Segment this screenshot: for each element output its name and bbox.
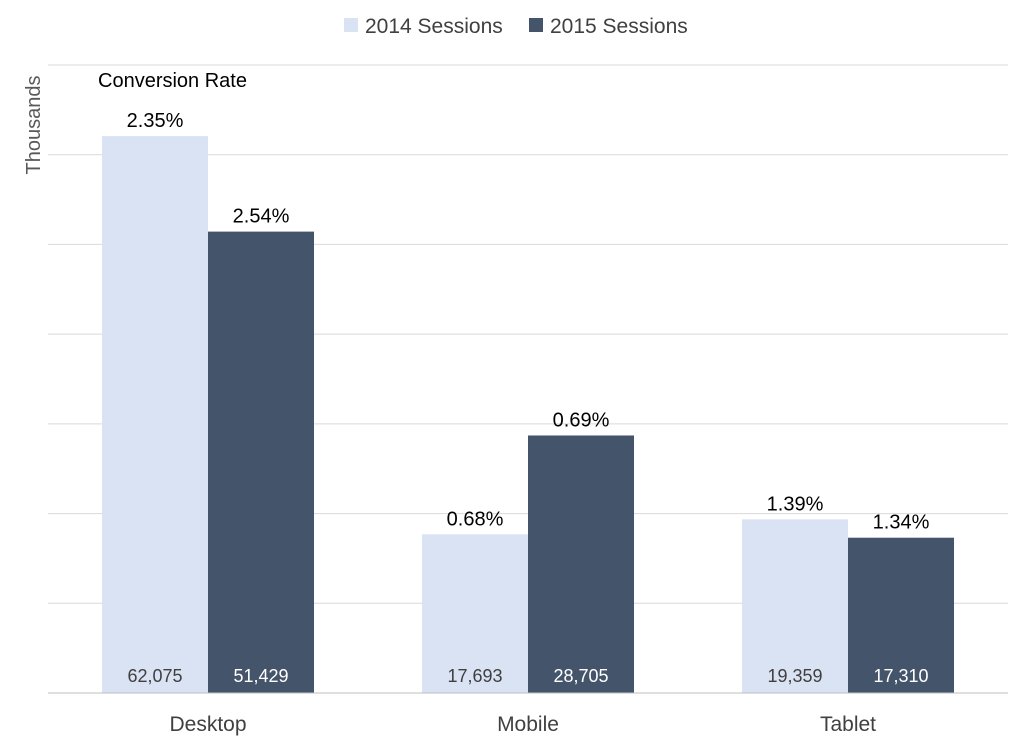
conversion-rate-label: 0.69%: [553, 409, 610, 431]
conversion-rate-label: 2.35%: [127, 110, 184, 132]
value-label: 51,429: [233, 666, 288, 686]
legend-label: 2015 Sessions: [550, 15, 688, 38]
chart-annotation: Conversion Rate: [98, 70, 247, 92]
bar-desktop-1: [102, 136, 208, 693]
legend-swatch: [344, 18, 358, 32]
legend: 2014 Sessions 2015 Sessions: [344, 15, 688, 38]
legend-label: 2014 Sessions: [365, 15, 503, 38]
bars: [102, 136, 954, 693]
data-labels: 62,075 2.35% 51,429 2.54% 17,693 0.68% 28,705 0…: [127, 110, 930, 686]
value-label: 28,705: [553, 666, 608, 686]
conversion-rate-label: 0.68%: [447, 508, 504, 530]
conversion-rate-label: 1.34%: [873, 512, 930, 534]
bar-tablet-2: [848, 537, 954, 693]
category-label: Mobile: [497, 713, 559, 736]
conversion-rate-label: 1.39%: [767, 493, 824, 515]
legend-swatch: [529, 18, 543, 32]
value-label: 19,359: [767, 666, 822, 686]
y-axis-label: Thousands: [23, 76, 45, 175]
value-label: 17,310: [873, 666, 928, 686]
bar-desktop-2: [208, 231, 314, 693]
bar-mobile-1: [422, 534, 528, 693]
category-label: Tablet: [820, 713, 876, 736]
value-label: 17,693: [447, 666, 502, 686]
value-label: 62,075: [127, 666, 182, 686]
x-axis: Desktop Mobile Tablet: [48, 692, 1008, 736]
bar-tablet-1: [742, 519, 848, 693]
category-label: Desktop: [169, 713, 246, 736]
conversion-rate-label: 2.54%: [233, 206, 290, 228]
bar-mobile-2: [528, 435, 634, 693]
